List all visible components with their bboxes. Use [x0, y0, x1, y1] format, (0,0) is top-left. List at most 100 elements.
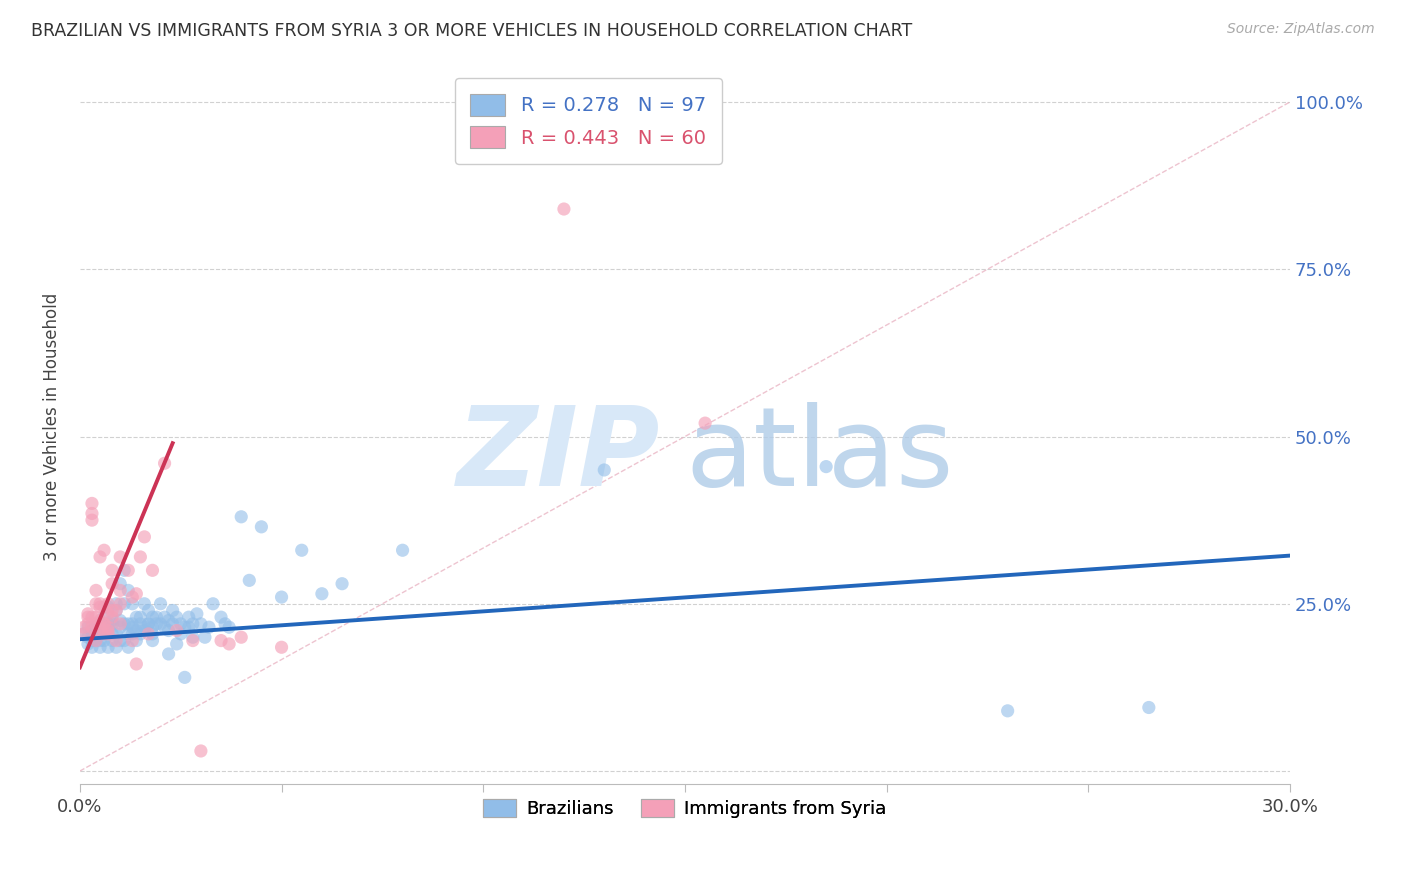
- Point: [121, 633, 143, 648]
- Point: [138, 616, 160, 631]
- Point: [105, 597, 128, 611]
- Point: [105, 603, 128, 617]
- Point: [97, 616, 120, 631]
- Point: [112, 616, 135, 631]
- Point: [93, 616, 115, 631]
- Point: [89, 549, 111, 564]
- Point: [166, 624, 188, 638]
- Point: [117, 616, 139, 631]
- Point: [593, 463, 616, 477]
- Point: [84, 633, 107, 648]
- Point: [270, 590, 292, 604]
- Point: [125, 610, 148, 624]
- Point: [89, 614, 111, 628]
- Point: [84, 633, 107, 648]
- Point: [173, 620, 195, 634]
- Point: [209, 633, 232, 648]
- Point: [93, 616, 115, 631]
- Point: [311, 587, 333, 601]
- Point: [84, 630, 107, 644]
- Point: [138, 627, 160, 641]
- Point: [129, 610, 152, 624]
- Point: [186, 607, 208, 621]
- Point: [194, 630, 217, 644]
- Point: [77, 637, 100, 651]
- Point: [93, 543, 115, 558]
- Point: [209, 610, 232, 624]
- Point: [997, 704, 1019, 718]
- Text: Source: ZipAtlas.com: Source: ZipAtlas.com: [1227, 22, 1375, 37]
- Point: [89, 627, 111, 641]
- Point: [89, 633, 111, 648]
- Point: [73, 627, 96, 641]
- Point: [815, 459, 838, 474]
- Point: [77, 620, 100, 634]
- Point: [121, 620, 143, 634]
- Point: [177, 610, 200, 624]
- Point: [89, 616, 111, 631]
- Point: [231, 630, 253, 644]
- Point: [121, 597, 143, 611]
- Point: [73, 627, 96, 641]
- Point: [291, 543, 314, 558]
- Point: [108, 614, 131, 628]
- Point: [84, 620, 107, 634]
- Point: [101, 576, 124, 591]
- Point: [141, 627, 163, 641]
- Text: BRAZILIAN VS IMMIGRANTS FROM SYRIA 3 OR MORE VEHICLES IN HOUSEHOLD CORRELATION C: BRAZILIAN VS IMMIGRANTS FROM SYRIA 3 OR …: [31, 22, 912, 40]
- Point: [101, 627, 124, 641]
- Point: [141, 610, 163, 624]
- Point: [93, 624, 115, 638]
- Point: [84, 583, 107, 598]
- Point: [270, 640, 292, 655]
- Point: [117, 640, 139, 655]
- Text: ZIP: ZIP: [457, 401, 661, 508]
- Point: [80, 633, 103, 648]
- Point: [77, 607, 100, 621]
- Point: [112, 597, 135, 611]
- Point: [108, 633, 131, 648]
- Point: [97, 607, 120, 621]
- Point: [162, 616, 184, 631]
- Point: [117, 563, 139, 577]
- Point: [181, 633, 204, 648]
- Point: [84, 610, 107, 624]
- Point: [84, 624, 107, 638]
- Point: [93, 600, 115, 615]
- Point: [129, 627, 152, 641]
- Point: [84, 627, 107, 641]
- Point: [117, 627, 139, 641]
- Point: [145, 616, 167, 631]
- Point: [89, 597, 111, 611]
- Point: [157, 614, 180, 628]
- Point: [77, 630, 100, 644]
- Point: [80, 610, 103, 624]
- Point: [198, 620, 221, 634]
- Point: [553, 202, 575, 216]
- Point: [141, 633, 163, 648]
- Point: [125, 633, 148, 648]
- Point: [105, 627, 128, 641]
- Point: [134, 597, 156, 611]
- Point: [80, 624, 103, 638]
- Point: [177, 620, 200, 634]
- Point: [134, 620, 156, 634]
- Point: [89, 600, 111, 615]
- Legend: Brazilians, Immigrants from Syria: Brazilians, Immigrants from Syria: [477, 792, 894, 825]
- Point: [149, 616, 172, 631]
- Point: [125, 587, 148, 601]
- Point: [101, 610, 124, 624]
- Point: [105, 603, 128, 617]
- Point: [218, 637, 240, 651]
- Point: [93, 633, 115, 648]
- Point: [97, 640, 120, 655]
- Point: [108, 620, 131, 634]
- Point: [101, 616, 124, 631]
- Point: [80, 513, 103, 527]
- Point: [129, 549, 152, 564]
- Point: [170, 616, 193, 631]
- Point: [181, 616, 204, 631]
- Point: [138, 603, 160, 617]
- Point: [89, 640, 111, 655]
- Point: [231, 509, 253, 524]
